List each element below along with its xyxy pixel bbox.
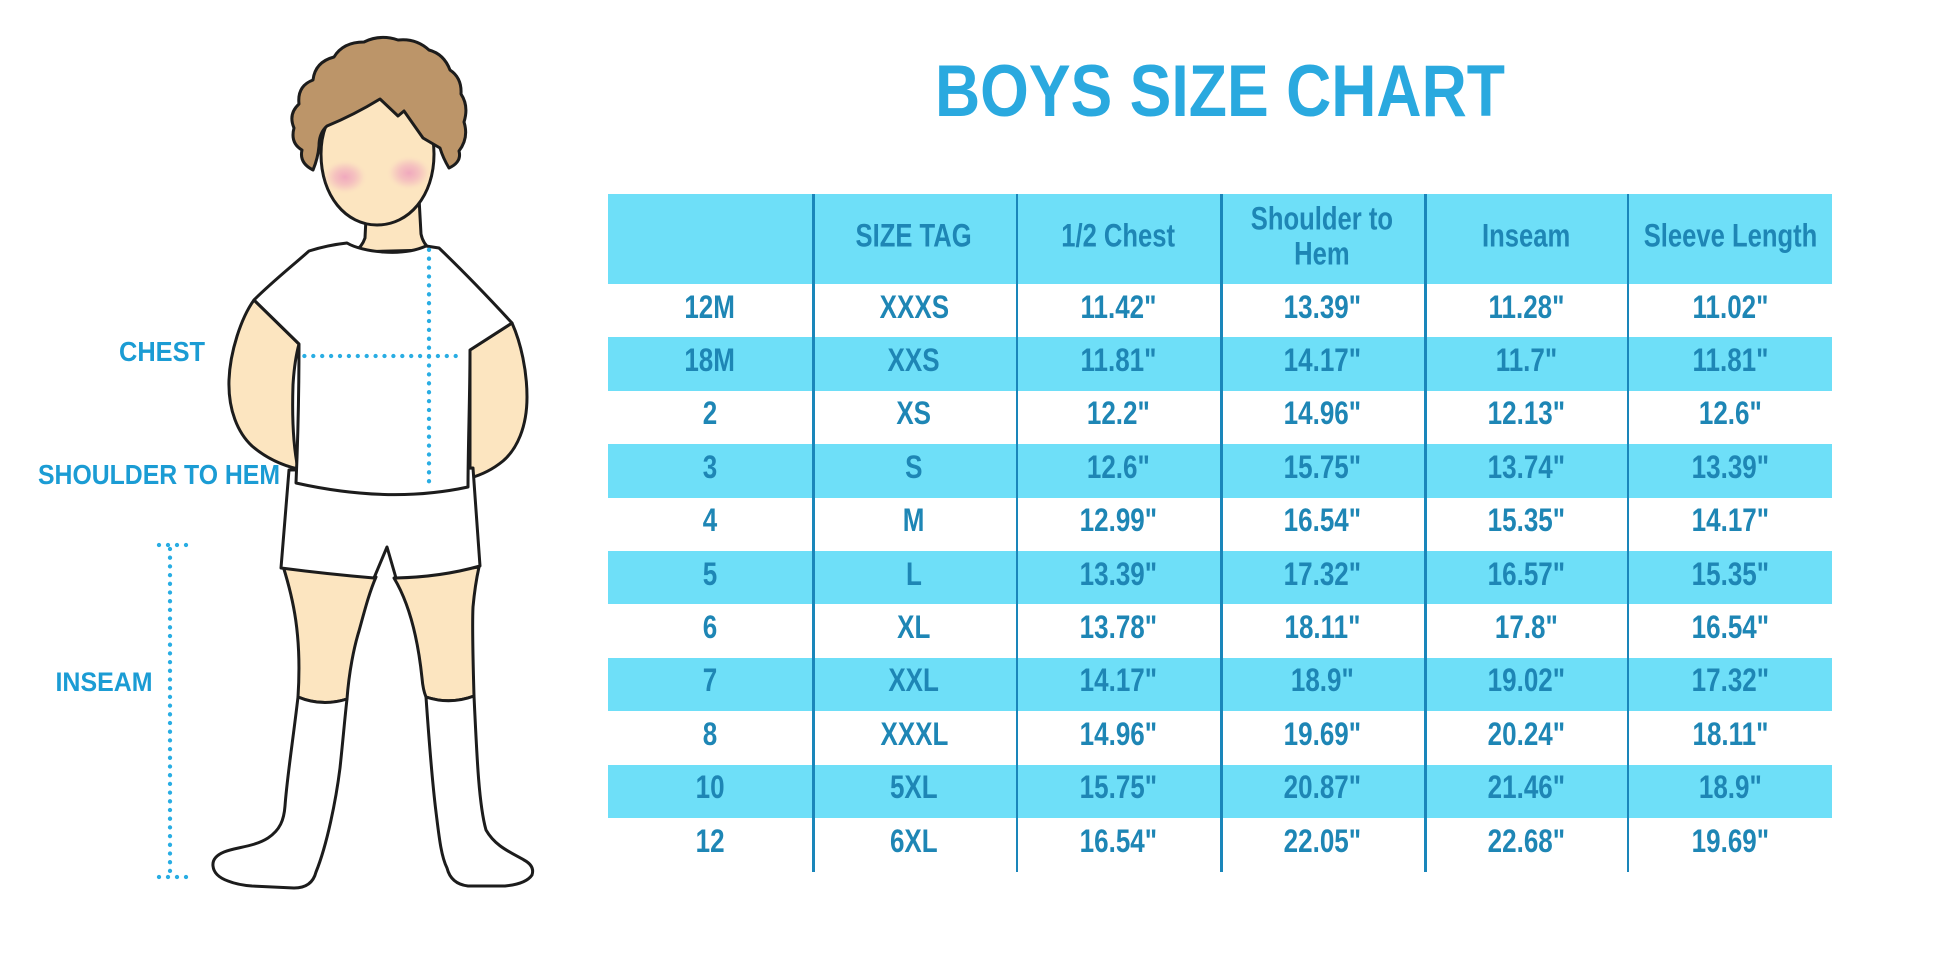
svg-text:BOYS SIZE CHART: BOYS SIZE CHART — [935, 51, 1505, 132]
svg-text:INSEAM: INSEAM — [56, 667, 153, 697]
svg-text:SHOULDER TO HEM: SHOULDER TO HEM — [38, 459, 280, 490]
svg-text:CHEST: CHEST — [119, 336, 205, 367]
